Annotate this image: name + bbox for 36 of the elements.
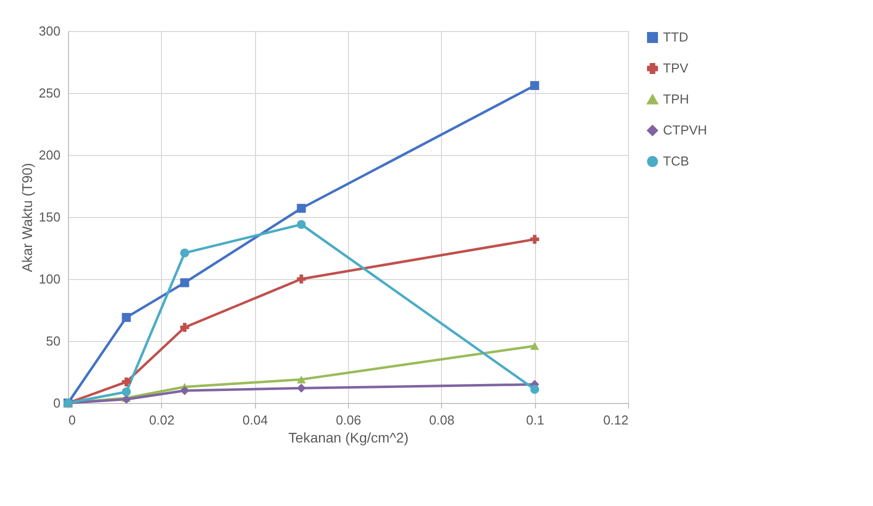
- x-tick-label: 0.04: [242, 412, 268, 428]
- point: [180, 278, 190, 288]
- x-tick-label: 0.02: [149, 412, 174, 428]
- x-axis-title: Tekanan (Kg/cm^2): [288, 430, 409, 446]
- y-tick-label: 100: [38, 272, 60, 286]
- point: [180, 322, 190, 332]
- legend-label: TPH: [663, 92, 689, 106]
- legend-label: TCB: [663, 154, 689, 168]
- x-tick-label: 0.1: [526, 412, 544, 428]
- point: [122, 312, 131, 322]
- x-tick-label: 0.08: [429, 412, 454, 428]
- point: [530, 81, 540, 90]
- point: [296, 204, 306, 213]
- y-tick-label: 300: [38, 24, 60, 38]
- x-tick-label: 0.06: [336, 412, 362, 428]
- point: [296, 376, 306, 384]
- point: [296, 220, 306, 229]
- point: [180, 386, 190, 396]
- point: [296, 274, 306, 284]
- point: [180, 248, 190, 258]
- legend-label: CTPVH: [663, 122, 708, 138]
- y-tick-label: 250: [38, 86, 60, 100]
- y-tick-label: 150: [38, 210, 60, 224]
- point: [530, 234, 540, 244]
- y-tick-label: 200: [38, 148, 60, 162]
- y-tick-label: 50: [46, 334, 60, 348]
- x-tick-label: 0: [68, 412, 76, 428]
- legend-label: TTD: [663, 30, 688, 44]
- y-axis-title: Akar Waktu (T90): [18, 162, 35, 272]
- point: [530, 384, 540, 394]
- point: [122, 387, 131, 396]
- x-tick-label: 0.12: [603, 412, 628, 428]
- point: [530, 342, 540, 350]
- y-tick-label: 0: [53, 396, 60, 410]
- point: [122, 377, 131, 386]
- legend-label: TPV: [663, 60, 689, 76]
